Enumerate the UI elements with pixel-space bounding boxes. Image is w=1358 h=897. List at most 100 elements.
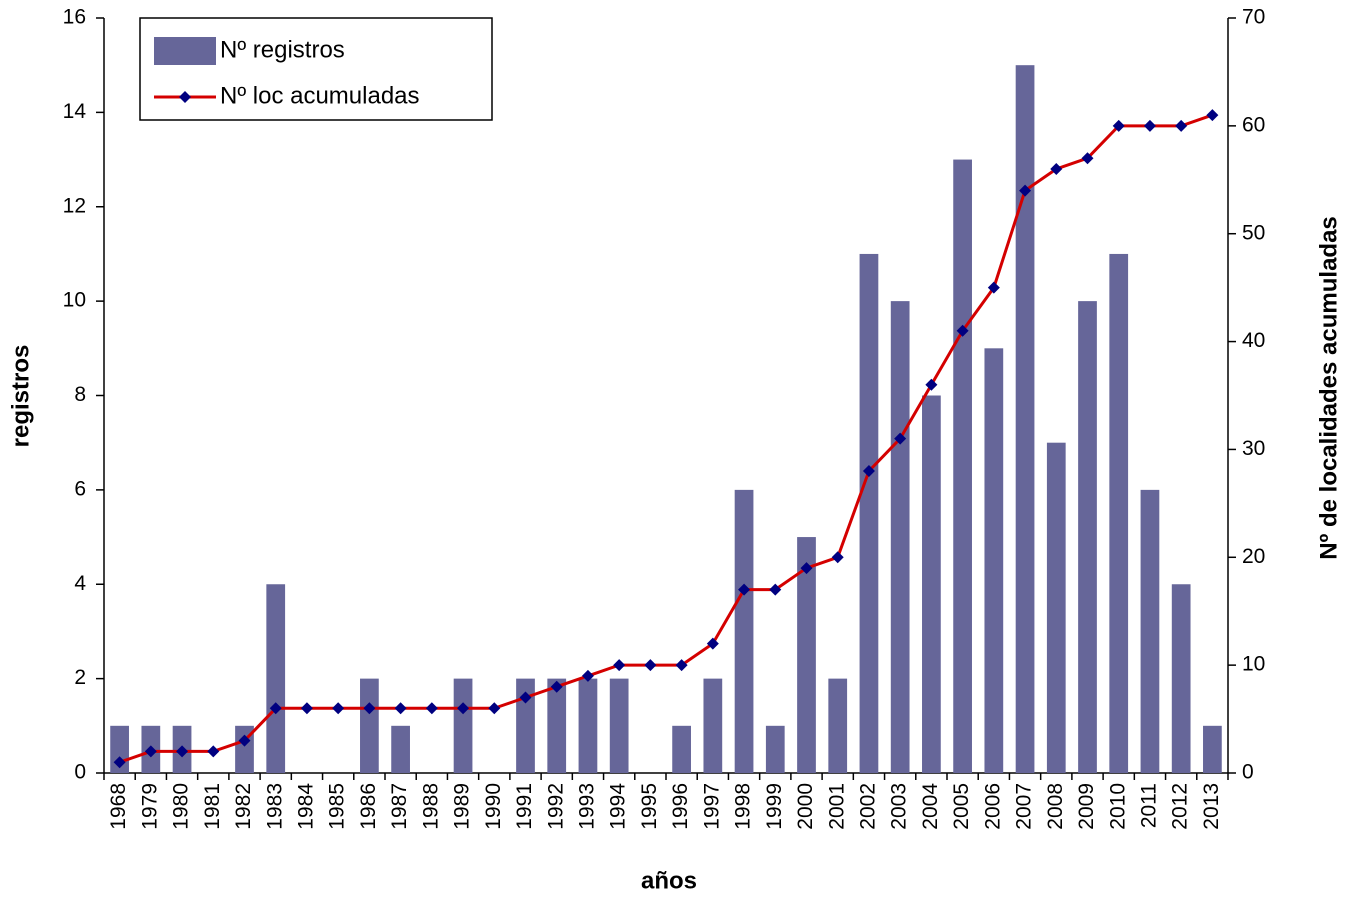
x-tick-label: 2012 [1169,783,1192,830]
marker [550,680,563,693]
bar [609,678,629,773]
x-tick-label: 1990 [482,783,505,830]
x-tick-label: 1988 [419,783,442,830]
bar [453,678,473,773]
marker [987,281,1000,294]
y-tick-label: 16 [63,6,86,29]
y2-axis-title: Nº de localidades acumuladas [1315,216,1342,560]
y-tick-label: 10 [63,289,86,312]
marker [581,669,594,682]
marker [738,583,751,596]
bar [1203,725,1222,773]
marker [207,745,220,758]
x-tick-label: 1985 [326,783,349,830]
y-tick-label: 4 [74,572,86,595]
y2-tick-label: 60 [1242,113,1265,136]
x-tick-label: 2006 [981,783,1004,830]
marker [644,659,657,672]
bar [1046,442,1066,773]
x-tick-label: 2007 [1013,783,1036,830]
y-axis-title: registros [7,345,34,448]
x-tick-label: 2009 [1075,783,1098,830]
marker [113,756,126,769]
marker [144,745,157,758]
bar [578,678,598,773]
bar [672,725,691,773]
marker [488,702,501,715]
y-tick-label: 12 [63,194,86,217]
marker [300,702,313,715]
y2-tick-label: 10 [1242,653,1265,676]
x-tick-label: 2004 [919,783,942,830]
bar [859,253,879,773]
legend-label: Nº registros [220,36,345,63]
y2-tick-label: 30 [1242,437,1265,460]
legend-label: Nº loc acumuladas [220,82,420,109]
x-tick-label: 1984 [294,783,317,830]
marker [238,734,251,747]
legend-box [139,17,493,121]
x-tick-label: 1987 [388,783,411,830]
x-tick-label: 1979 [138,783,161,830]
x-tick-label: 1998 [732,783,755,830]
bar [1078,301,1097,773]
x-tick-label: 1980 [170,783,193,830]
x-tick-label: 1999 [763,783,786,830]
marker [269,702,282,715]
marker [363,702,376,715]
marker [519,691,532,704]
bar [1140,489,1160,773]
x-tick-label: 1994 [607,783,630,830]
y2-tick-label: 40 [1242,329,1265,352]
bar [360,678,379,773]
bar [922,395,941,773]
bar [890,301,910,773]
bar [1171,584,1191,773]
marker [862,465,875,477]
x-tick-label: 2010 [1106,783,1129,830]
x-tick-label: 1983 [263,783,286,830]
bar [797,537,816,773]
x-tick-label: 1968 [107,783,130,830]
marker [956,324,969,337]
y2-tick-label: 0 [1242,761,1254,784]
marker [1175,119,1188,132]
y-tick-label: 2 [74,666,86,689]
x-tick-label: 2001 [825,783,848,830]
bar [953,159,972,773]
y2-tick-label: 50 [1242,221,1265,244]
marker [675,659,688,672]
bar [516,678,535,773]
marker [1081,152,1094,165]
x-tick-label: 1986 [357,783,380,830]
bar [266,584,286,773]
x-tick-label: 1995 [638,783,661,830]
marker [1019,184,1032,197]
marker [425,702,438,715]
y-tick-label: 6 [74,477,86,500]
y-tick-label: 0 [74,761,86,784]
x-tick-label: 1989 [451,783,474,830]
marker [176,745,189,758]
x-tick-label: 2003 [888,783,911,830]
x-tick-label: 1992 [544,783,567,830]
bar [547,678,567,773]
marker [1050,163,1063,175]
marker [457,702,470,715]
marker [394,702,407,715]
marker [1143,119,1156,132]
y2-tick-label: 70 [1242,6,1265,29]
x-tick-label: 2000 [794,783,817,830]
y-tick-label: 14 [63,100,87,123]
marker [613,659,626,672]
x-tick-label: 2011 [1137,783,1160,828]
marker [800,562,813,575]
x-tick-label: 2002 [856,783,879,830]
marker [769,583,782,596]
x-tick-label: 1982 [232,783,255,830]
bar [1015,65,1035,773]
x-tick-label: 1991 [513,783,536,830]
x-tick-label: 2008 [1044,783,1067,830]
bar [1109,253,1129,773]
